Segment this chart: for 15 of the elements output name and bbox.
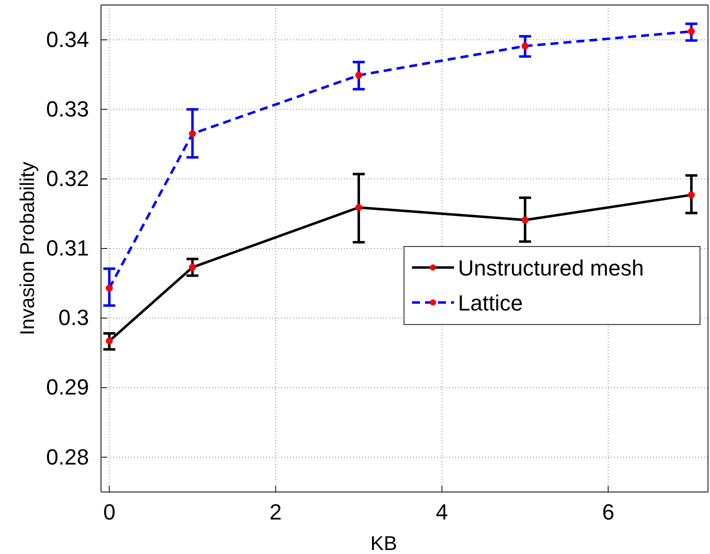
y-tick-label: 0.3 (58, 305, 89, 330)
y-tick-label: 0.32 (46, 166, 89, 191)
y-tick-label: 0.28 (46, 444, 89, 470)
legend-label: Lattice (458, 290, 523, 316)
y-tick-label: 0.29 (46, 374, 89, 400)
x-tick-label: 6 (602, 500, 614, 525)
x-tick-label: 0 (103, 500, 116, 525)
x-axis-title: KB (370, 533, 398, 554)
y-tick-label: 0.34 (46, 26, 89, 52)
x-tick-label: 2 (269, 500, 282, 525)
y-tick-label: 0.33 (46, 96, 89, 122)
y-tick-label: 0.31 (46, 236, 89, 261)
x-tick-label: 4 (436, 500, 448, 525)
y-axis-title: Invasion Probability (17, 162, 39, 336)
legend-label: Unstructured mesh (458, 256, 644, 280)
